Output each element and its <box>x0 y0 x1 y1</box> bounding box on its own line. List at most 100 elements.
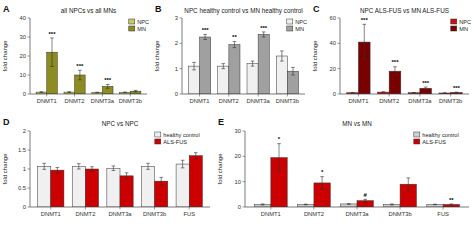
legend-swatch <box>451 19 457 24</box>
y-axis-label: fold change <box>2 153 8 185</box>
error-bar <box>203 34 207 39</box>
y-tick <box>338 18 341 19</box>
bar <box>51 170 64 207</box>
significance-labels: ******** <box>202 25 268 41</box>
x-tick-label: DNMT1 <box>41 211 61 217</box>
x-tick-label: DNMT2 <box>219 98 239 104</box>
error-bar <box>192 62 196 70</box>
legend-swatch <box>287 19 293 24</box>
bar <box>443 204 459 207</box>
x-tick-label: DNMT2 <box>65 98 85 104</box>
error-bar <box>412 92 416 93</box>
error-bar <box>90 167 94 172</box>
x-tick <box>46 94 47 97</box>
y-tick <box>338 94 341 95</box>
y-tick <box>243 207 246 208</box>
y-tick <box>28 75 31 76</box>
y-axis <box>30 131 31 207</box>
background <box>0 0 474 229</box>
bar <box>298 204 314 207</box>
error-bar <box>56 167 60 172</box>
y-axis <box>340 18 341 94</box>
y-tick <box>28 37 31 38</box>
bar <box>427 204 443 207</box>
x-tick <box>189 207 190 210</box>
significance-label: ** <box>232 34 237 40</box>
legend: NPCMN <box>129 19 149 32</box>
error-bar <box>134 90 138 92</box>
y-tick-label: 3 <box>175 15 178 21</box>
error-bar <box>221 64 225 69</box>
error-bar <box>393 67 397 76</box>
y-tick <box>180 68 183 69</box>
y-axis <box>245 131 246 207</box>
y-tick <box>28 131 31 132</box>
title: MN vs MN <box>342 120 372 127</box>
y-tick <box>243 181 246 182</box>
title: NPC ALS-FUS vs MN ALS-FUS <box>360 7 449 14</box>
legend-label: NPC <box>295 19 307 25</box>
legend: healthy controlALS-FUS <box>155 132 200 145</box>
x-tick-label: DNMT2 <box>379 98 399 104</box>
bar <box>258 34 269 94</box>
bar <box>141 166 154 207</box>
legend: healthy controlALS-FUS <box>414 132 459 145</box>
x-tick-label: DNMT2 <box>75 211 95 217</box>
bar <box>254 204 270 207</box>
bar <box>276 56 287 94</box>
error-bar <box>106 85 110 89</box>
plot-area <box>254 144 459 207</box>
error-bar <box>123 92 127 94</box>
y-tick-label: 0 <box>238 204 241 210</box>
bar <box>120 176 133 207</box>
x-tick <box>443 207 444 210</box>
legend-label: NPC <box>137 19 149 25</box>
y-axis-label: fold change <box>154 40 160 72</box>
plot-area <box>38 153 203 207</box>
y-tick <box>28 188 31 189</box>
x-tick-label: DNMT3b <box>119 98 142 104</box>
x-tick-label: DNMT3b <box>388 211 411 217</box>
y-tick-label: 10 <box>235 179 241 185</box>
legend-swatch <box>414 132 420 137</box>
panel-label: D <box>3 117 10 127</box>
significance-label: ** <box>449 197 454 203</box>
panel-label: C <box>313 4 320 14</box>
bar <box>218 66 229 94</box>
x-tick <box>450 94 451 97</box>
x-tick <box>313 207 314 210</box>
x-tick-label: DNMT1 <box>37 98 57 104</box>
legend-swatch <box>155 132 161 137</box>
panel: CNPC ALS-FUS vs MN ALS-FUSfold change020… <box>312 4 471 104</box>
error-bar <box>50 38 54 66</box>
error-bar <box>363 199 367 202</box>
y-axis-label: fold change <box>2 40 8 72</box>
bar <box>72 166 85 207</box>
x-tick <box>389 94 390 97</box>
x-tick-label: DNMT3b <box>276 98 299 104</box>
y-tick-label: 0 <box>23 204 26 210</box>
legend-label: healthy control <box>163 132 199 138</box>
legend: NPCMN <box>451 19 471 32</box>
error-bar <box>280 51 284 61</box>
error-bar <box>194 153 198 159</box>
significance-labels: ********* <box>48 31 111 84</box>
panel-label: E <box>218 117 224 127</box>
legend-label: ALS-FUS <box>163 139 187 145</box>
significance-label: *** <box>422 80 430 86</box>
x-tick <box>419 94 420 97</box>
y-tick-label: 20 <box>20 53 26 59</box>
significance-label: # <box>364 192 368 198</box>
y-tick <box>180 18 183 19</box>
y-tick-label: 0 <box>175 91 178 97</box>
error-bar <box>95 92 99 94</box>
legend: NPCMN <box>287 19 307 32</box>
error-bar <box>347 203 351 205</box>
legend-swatch <box>155 139 161 144</box>
error-bar <box>304 204 308 206</box>
error-bar <box>146 163 150 169</box>
x-axis <box>182 94 305 95</box>
error-bar <box>42 163 46 169</box>
significance-label: *** <box>104 77 112 83</box>
x-tick <box>270 207 271 210</box>
